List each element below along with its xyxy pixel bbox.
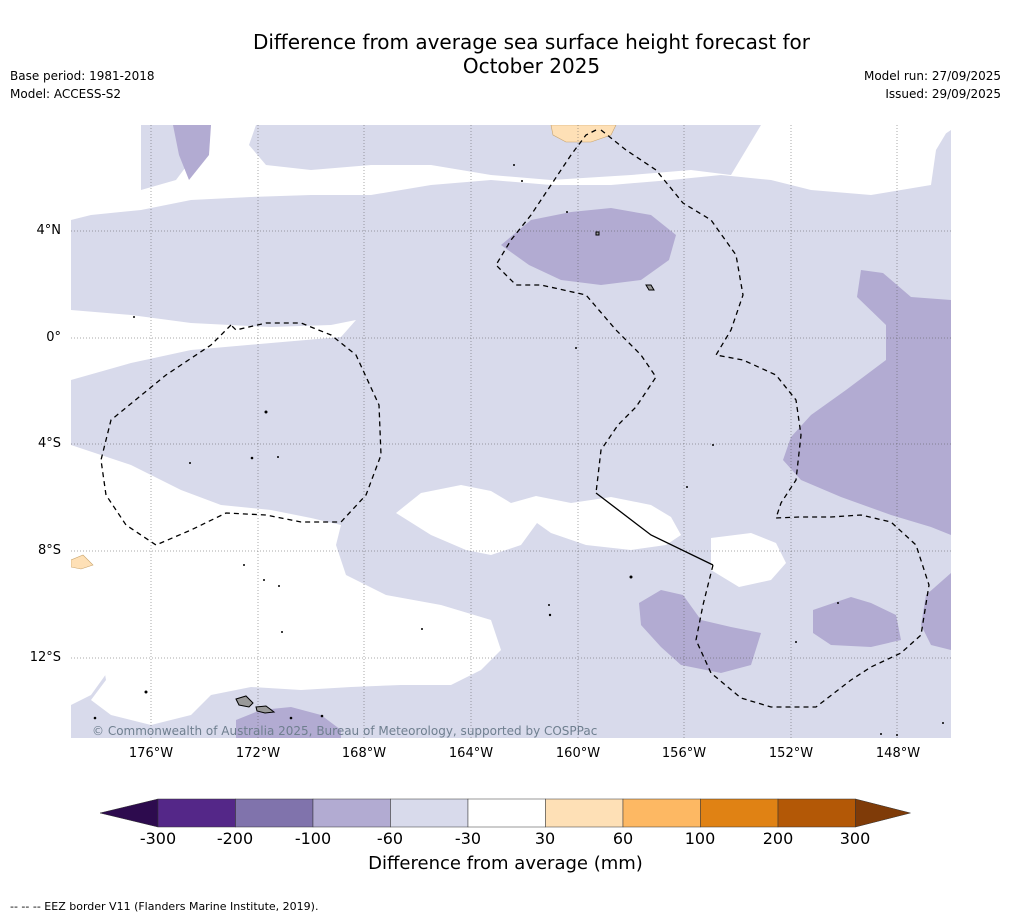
negative-anomaly-far-south-east: [921, 573, 951, 650]
colorbar-tick: 200: [762, 829, 794, 848]
lon-label-164w: 164°W: [448, 746, 494, 761]
lon-label-168w: 168°W: [341, 746, 387, 761]
map-svg: [71, 125, 951, 738]
map-area: [71, 125, 951, 738]
island-dots: [93, 164, 944, 736]
colorbar-tick: -200: [216, 829, 254, 848]
colorbar-segment: [312, 798, 391, 828]
negative-anomaly-south-east: [813, 597, 901, 647]
white-region-southeast: [711, 533, 786, 587]
positive-anomaly-west: [71, 554, 94, 570]
colorbar-arrow-min: [100, 798, 159, 828]
title-line-1: Difference from average sea surface heig…: [252, 30, 811, 54]
colorbar-segment: [235, 798, 314, 828]
lon-label-172w: 172°W: [235, 746, 281, 761]
model-name: Model: ACCESS-S2: [10, 87, 122, 101]
colorbar-segment: [390, 798, 469, 828]
white-region-far-southwest: [71, 625, 109, 705]
colorbar-tick: 300: [839, 829, 871, 848]
white-region-top-right: [761, 125, 951, 145]
eez-border-west: [100, 322, 382, 546]
islands: [235, 231, 655, 714]
colorbar-segment: [545, 798, 624, 828]
colorbar-label: Difference from average (mm): [368, 853, 643, 874]
lat-label-4n: 4°N: [36, 223, 62, 238]
lon-label-148w: 148°W: [875, 746, 921, 761]
island-small-1: [645, 284, 655, 291]
colorbar-segment: [700, 798, 779, 828]
eez-border-east: [600, 129, 930, 708]
colorbar-tick: -300: [139, 829, 177, 848]
colorbar-arrow-max: [855, 798, 911, 828]
negative-anomaly-south-west: [236, 707, 341, 738]
negative-anomaly-south-central: [639, 590, 761, 673]
colorbar: [100, 798, 911, 828]
white-region-central: [396, 485, 681, 555]
base-period: Base period: 1981-2018: [10, 69, 155, 83]
lon-label-176w: 176°W: [128, 746, 174, 761]
lat-label-12s: 12°S: [29, 650, 61, 665]
colorbar-tick: -30: [454, 829, 482, 848]
model-run: Model run: 27/09/2025: [863, 69, 1001, 83]
lon-label-160w: 160°W: [555, 746, 601, 761]
negative-anomaly-north-west: [173, 125, 211, 180]
negative-anomaly-north-central: [501, 208, 676, 285]
white-region-west: [71, 445, 501, 725]
eez-solid-boundary: [595, 492, 714, 566]
colorbar-segment: [777, 798, 856, 828]
meta-left: Base period: 1981-2018 Model: ACCESS-S2: [10, 67, 155, 103]
colorbar-segment: [157, 798, 236, 828]
eez-borders: [100, 129, 930, 708]
negative-anomaly-east: [783, 270, 951, 535]
copyright-notice: © Commonwealth of Australia 2025, Bureau…: [92, 724, 598, 738]
island-upolu: [255, 705, 276, 714]
colorbar-tick: 60: [612, 829, 634, 848]
lon-label-152w: 152°W: [768, 746, 814, 761]
white-region-equator: [71, 310, 356, 380]
colorbar-tick: 100: [684, 829, 716, 848]
eez-footnote: -- -- -- EEZ border V11 (Flanders Marine…: [10, 900, 319, 913]
colorbar-tick: -100: [294, 829, 332, 848]
island-savaii: [235, 695, 254, 708]
lat-label-0: 0°: [46, 330, 61, 345]
lat-label-8s: 8°S: [37, 543, 61, 558]
colorbar-segment: [622, 798, 701, 828]
lon-label-156w: 156°W: [661, 746, 707, 761]
colorbar-segment: [467, 798, 546, 828]
meta-right: Model run: 27/09/2025 Issued: 29/09/2025: [864, 67, 1001, 103]
map-gridlines: [71, 125, 951, 738]
island-small-2: [595, 231, 600, 236]
positive-anomaly-north: [550, 125, 617, 143]
lat-label-4s: 4°S: [37, 436, 61, 451]
colorbar-tick: -60: [376, 829, 404, 848]
issued-date: Issued: 29/09/2025: [885, 87, 1001, 101]
title-line-2: October 2025: [462, 54, 601, 78]
colorbar-tick: 30: [534, 829, 556, 848]
map-title: Difference from average sea surface heig…: [0, 30, 1011, 78]
